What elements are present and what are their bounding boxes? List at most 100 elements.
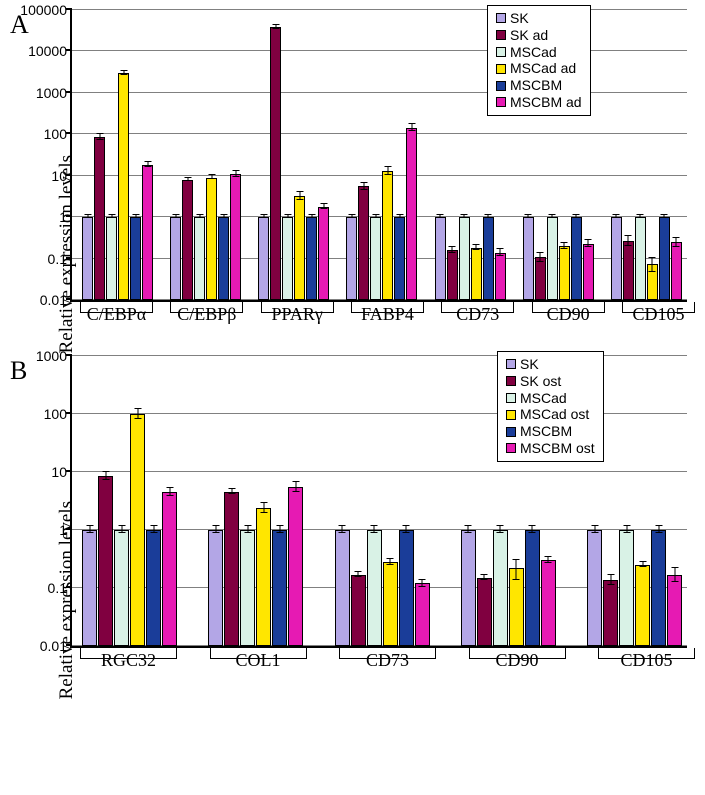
error-bar xyxy=(664,214,665,218)
error-bar xyxy=(187,177,188,182)
error-bar xyxy=(594,525,595,533)
bar xyxy=(170,217,181,300)
bar xyxy=(288,487,303,646)
error-bar xyxy=(464,214,465,218)
ytick-label: 0.1 xyxy=(17,251,67,267)
bar xyxy=(461,530,476,646)
bar xyxy=(146,530,161,646)
ytick-label: 1000 xyxy=(17,85,67,101)
bar xyxy=(406,128,417,300)
bar xyxy=(370,217,381,300)
xlabel: COL1 xyxy=(210,648,307,659)
bar xyxy=(559,246,570,300)
bar xyxy=(667,575,682,646)
ytick-label: 1 xyxy=(17,209,67,225)
bar xyxy=(471,248,482,300)
bar xyxy=(415,583,430,646)
bar xyxy=(635,217,646,300)
ytick-label: 100 xyxy=(17,126,67,142)
error-bar xyxy=(399,214,400,218)
bar xyxy=(270,27,281,300)
error-bar xyxy=(111,214,112,218)
bar xyxy=(218,217,229,300)
error-bar xyxy=(153,525,154,533)
bar xyxy=(272,530,287,646)
bar xyxy=(509,568,524,646)
bar xyxy=(130,414,145,646)
xlabel: RGC32 xyxy=(80,648,177,659)
error-bar xyxy=(263,502,264,513)
ytick-label: 0.01 xyxy=(17,292,67,308)
bar xyxy=(282,217,293,300)
bar xyxy=(335,530,350,646)
error-bar xyxy=(295,481,296,492)
error-bar xyxy=(610,574,611,585)
error-bar xyxy=(105,471,106,480)
error-bar xyxy=(484,574,485,581)
xlabel: C/EBPα xyxy=(80,302,153,313)
bar xyxy=(256,508,271,646)
bar xyxy=(194,217,205,300)
bar xyxy=(351,575,366,646)
error-bar xyxy=(211,174,212,179)
bar-group xyxy=(587,356,682,646)
xlabel: CD90 xyxy=(532,302,605,313)
panel-b: B Relative expression levels 0.010.11101… xyxy=(10,356,705,682)
panel-b-xlabels: RGC32COL1CD73CD90CD105 xyxy=(80,652,695,682)
bar xyxy=(611,217,622,300)
error-bar xyxy=(137,408,138,418)
bar xyxy=(118,73,129,300)
bar xyxy=(647,264,658,300)
bar xyxy=(98,476,113,646)
error-bar xyxy=(528,214,529,218)
bar-group xyxy=(82,356,177,646)
error-bar xyxy=(626,525,627,533)
panel-a-chart: Relative expression levels 0.010.1110100… xyxy=(70,10,687,302)
error-bar xyxy=(406,525,407,533)
error-bar xyxy=(616,214,617,218)
xlabel: CD105 xyxy=(622,302,695,313)
error-bar xyxy=(642,561,643,567)
ytick-label: 100000 xyxy=(17,2,67,18)
bar xyxy=(306,217,317,300)
error-bar xyxy=(279,525,280,533)
error-bar xyxy=(468,525,469,533)
bar xyxy=(82,217,93,300)
error-bar xyxy=(175,214,176,218)
error-bar xyxy=(235,170,236,177)
error-bar xyxy=(215,525,216,533)
bar xyxy=(318,207,329,300)
bar-group xyxy=(461,356,556,646)
error-bar xyxy=(263,214,264,218)
ytick-label: 100 xyxy=(17,406,67,422)
bar-group xyxy=(346,10,417,300)
error-bar xyxy=(387,166,388,174)
error-bar xyxy=(374,525,375,533)
error-bar xyxy=(299,191,300,200)
error-bar xyxy=(411,123,412,131)
error-bar xyxy=(147,161,148,167)
xlabel: PPARγ xyxy=(261,302,334,313)
bar xyxy=(603,580,618,646)
error-bar xyxy=(548,556,549,563)
error-bar xyxy=(440,214,441,218)
ytick-label: 1000 xyxy=(17,348,67,364)
bar xyxy=(525,530,540,646)
bar xyxy=(106,217,117,300)
xlabel: CD73 xyxy=(339,648,436,659)
error-bar xyxy=(199,214,200,218)
bar xyxy=(583,244,594,300)
panel-a: A Relative expression levels 0.010.11101… xyxy=(10,10,705,336)
bar xyxy=(383,562,398,646)
bar-group xyxy=(208,356,303,646)
error-bar xyxy=(576,214,577,218)
bars-container xyxy=(82,356,682,646)
ytick-label: 0.1 xyxy=(17,580,67,596)
error-bar xyxy=(658,525,659,533)
error-bar xyxy=(247,525,248,533)
error-bar xyxy=(500,248,501,256)
ytick-label: 1 xyxy=(17,522,67,538)
error-bar xyxy=(169,487,170,496)
bar xyxy=(114,530,129,646)
bar xyxy=(82,530,97,646)
